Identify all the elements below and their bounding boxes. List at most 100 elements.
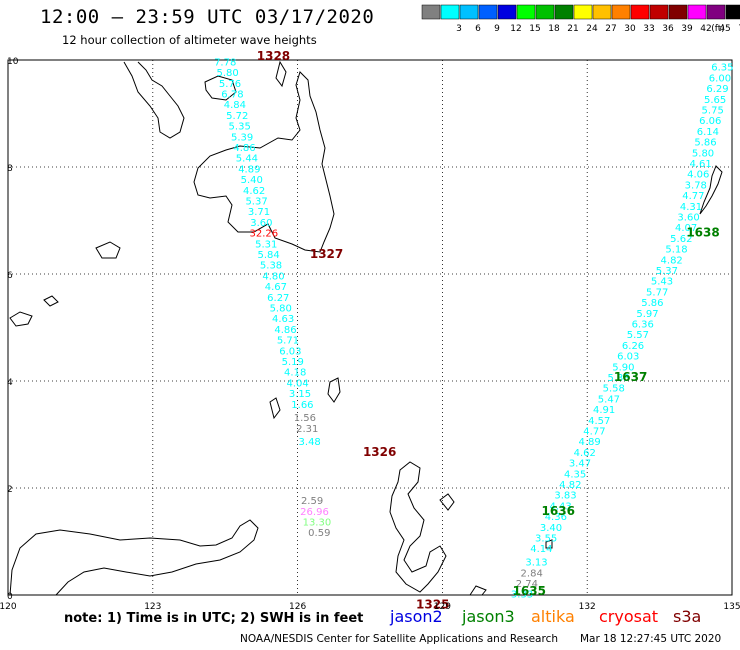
legend-swatch — [535, 4, 555, 20]
lat-tick-label: 0 — [7, 592, 13, 602]
wave-height-value: 5.71 — [277, 336, 299, 347]
wave-height-value: 5.86 — [694, 138, 716, 149]
lat-tick-label: 8 — [7, 164, 13, 174]
wave-height-value: 5.43 — [651, 277, 673, 288]
pass-time-label: 1638 — [686, 226, 719, 240]
wave-height-value: 5.39 — [231, 132, 253, 143]
wave-height-value: 4.91 — [593, 405, 615, 416]
wave-height-value: 3.47 — [569, 459, 591, 470]
wave-height-value: 5.90 — [612, 362, 634, 373]
wave-height-value: 5.35 — [229, 122, 251, 133]
satellite-jason3: jason3 — [462, 607, 515, 626]
legend-label: 30 — [624, 24, 636, 34]
wave-height-value: 6.14 — [697, 127, 719, 138]
coastline-mindanao — [193, 71, 335, 253]
wave-height-value: 4.04 — [286, 378, 308, 389]
wave-height-value: 4.36 — [545, 512, 567, 523]
wave-height-value: 4.62 — [574, 448, 596, 459]
legend-label: 21 — [567, 24, 578, 34]
coastlines — [9, 60, 723, 596]
wave-height-value: 4.89 — [238, 164, 260, 175]
wave-height-value: 5.80 — [692, 148, 714, 159]
wave-height-value: 4.67 — [265, 282, 287, 293]
wave-height-value: 3.13 — [525, 558, 547, 569]
wave-height-value: 3.40 — [540, 523, 562, 534]
pass-time-label: 1326 — [363, 445, 396, 459]
wave-height-value: 5.76 — [219, 79, 241, 90]
lon-tick-label: 129 — [434, 602, 451, 612]
coastline-leyte — [275, 60, 287, 88]
legend-swatch — [516, 4, 536, 20]
lon-tick-label: 120 — [0, 602, 17, 612]
wave-height-labels: 7.785.805.766.784.845.725.355.394.865.44… — [214, 49, 733, 611]
coastline-bohol — [204, 75, 237, 101]
wave-height-value: 5.40 — [241, 175, 263, 186]
legend-label: 36 — [662, 24, 674, 34]
wave-height-value: 4.57 — [588, 416, 610, 427]
wave-height-value: 5.75 — [702, 106, 724, 117]
coastline-sulu-2 — [43, 295, 59, 307]
lat-tick-label: 2 — [7, 485, 13, 495]
wave-height-value: 3.55 — [535, 534, 557, 545]
wave-height-value: 6.27 — [267, 293, 289, 304]
legend-swatch — [725, 4, 740, 20]
map-subtitle: 12 hour collection of altimeter wave hei… — [62, 33, 317, 47]
wave-height-value: 6.36 — [632, 320, 654, 331]
wave-height-value: 5.33 — [607, 373, 629, 384]
wave-height-value: 4.14 — [530, 544, 552, 555]
legend-swatch — [630, 4, 650, 20]
wave-height-value: 6.03 — [279, 346, 301, 357]
legend-label: 33 — [643, 24, 654, 34]
wave-height-value: 5.18 — [665, 245, 687, 256]
legend-label: 12 — [510, 24, 521, 34]
legend-label: 27 — [605, 24, 616, 34]
pass-time-label: 1327 — [310, 247, 343, 261]
wave-height-value: 2.59 — [301, 496, 323, 507]
wave-height-value: 4.31 — [680, 202, 702, 213]
wave-height-value: 5.65 — [704, 95, 726, 106]
coastline-morotai — [439, 493, 455, 511]
legend-label: 45 — [719, 24, 730, 34]
legend-unit: (ft) — [711, 24, 725, 34]
generated-timestamp: Mar 18 12:27:45 UTC 2020 — [580, 633, 722, 645]
wave-height-value: 5.37 — [245, 196, 267, 207]
wave-height-value: 6.03 — [617, 352, 639, 363]
coastline-basilan — [95, 241, 121, 259]
legend-swatch — [478, 4, 498, 20]
wave-height-value: 4.63 — [272, 314, 294, 325]
wave-height-value: 4.77 — [682, 191, 704, 202]
legend-label: 24 — [586, 24, 598, 34]
coastline-sulu-1 — [9, 311, 33, 327]
legend-swatch — [497, 4, 517, 20]
wave-height-value: 4.77 — [583, 427, 605, 438]
wave-height-value: 4.62 — [243, 186, 265, 197]
axis-tick-labels: 120 123 126 129 132 135 0 2 4 6 8 10 — [0, 57, 740, 612]
legend-label: 6 — [475, 24, 481, 34]
pass-time-label: 1635 — [513, 584, 546, 598]
pass-time-label: 1636 — [542, 504, 575, 518]
legend-swatch — [554, 4, 574, 20]
legend-label: 42 — [700, 24, 711, 34]
wave-height-value: 5.72 — [226, 111, 248, 122]
wave-height-value: 2.31 — [296, 424, 318, 435]
wave-height-value: 5.62 — [670, 234, 692, 245]
wave-height-value: 3.71 — [248, 207, 270, 218]
satellite-s3a: s3a — [673, 607, 702, 626]
wave-height-value: 5.84 — [258, 250, 280, 261]
wave-height-value: 3.78 — [685, 180, 707, 191]
wave-height-value: 3.83 — [554, 491, 576, 502]
coastline-halmahera — [389, 461, 447, 593]
lat-tick-label: 4 — [7, 378, 13, 388]
wave-height-value: 5.80 — [270, 303, 292, 314]
wave-height-value: 6.35 — [711, 63, 733, 74]
wave-height-value: 5.80 — [216, 68, 238, 79]
wave-height-value: 6.78 — [221, 89, 243, 100]
wave-height-value: 2.74 — [516, 579, 538, 590]
wave-height-value: 0.59 — [308, 528, 330, 539]
wave-height-value: 5.97 — [636, 309, 658, 320]
wave-height-value: 6.29 — [706, 84, 728, 95]
wave-height-value: 4.82 — [661, 255, 683, 266]
coastline-waigeo — [545, 539, 553, 549]
wave-height-value: 5.31 — [255, 239, 277, 250]
wave-height-value: 4.80 — [262, 271, 284, 282]
